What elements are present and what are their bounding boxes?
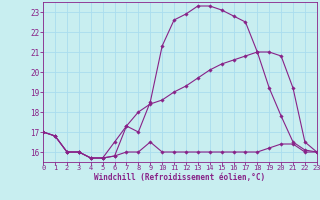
X-axis label: Windchill (Refroidissement éolien,°C): Windchill (Refroidissement éolien,°C) bbox=[94, 173, 266, 182]
